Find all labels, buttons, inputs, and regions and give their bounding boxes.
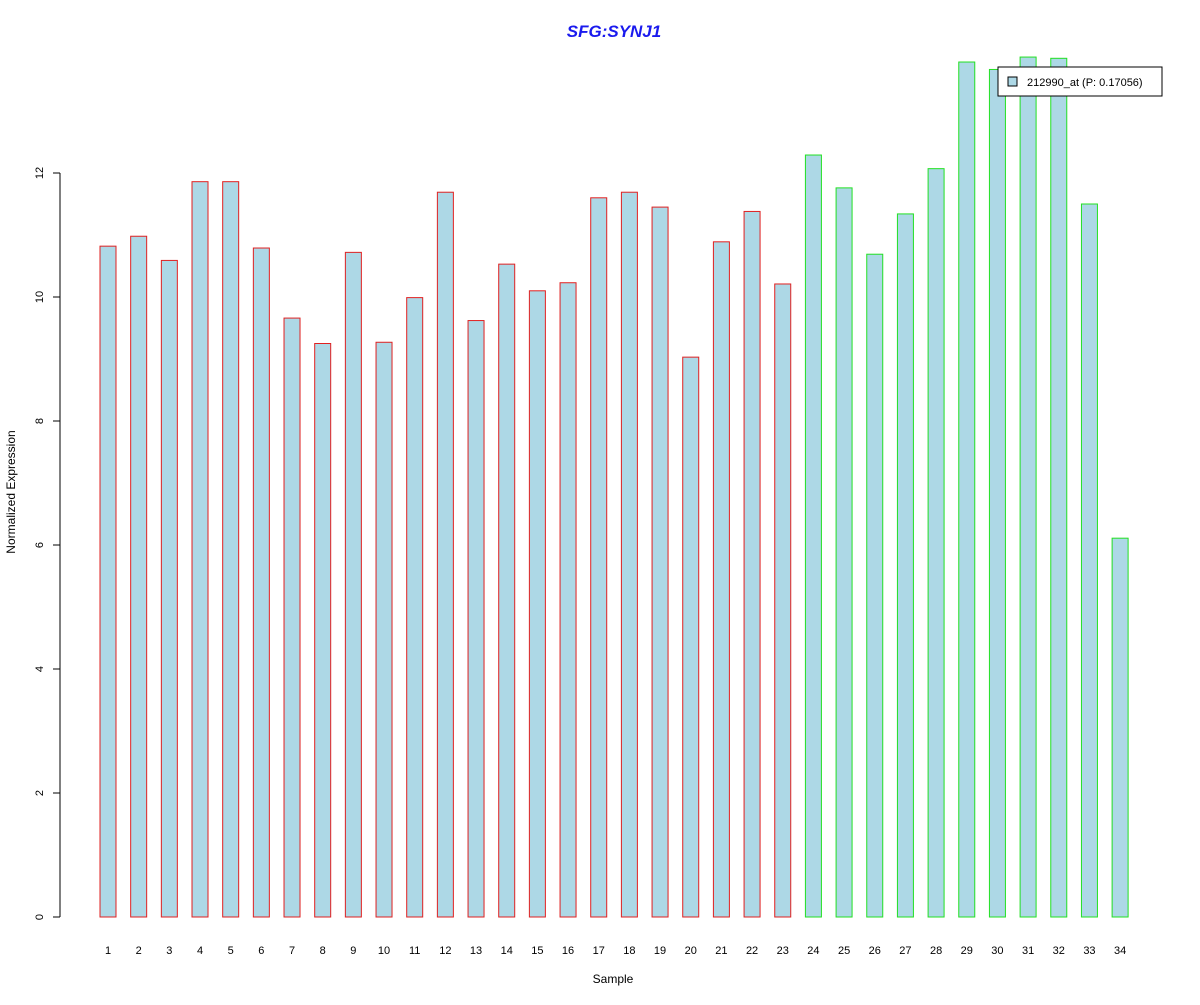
bar-sample-10 [375,341,393,918]
bar-sample-11 [406,297,424,918]
x-tick-label: 6 [258,945,264,957]
bar-sample-12 [436,191,454,918]
x-tick-label: 11 [409,945,420,957]
y-axis: 0 2 4 6 8 10 12 [34,167,61,920]
x-axis-label: Sample [593,972,634,986]
x-tick-labels: 1 2 3 4 5 6 7 8 9 10 11 12 13 14 15 16 17 18 19 20 21 22 23 24 2… [105,945,1126,957]
y-tick-label: 12 [34,167,46,179]
bar-sample-4 [191,181,209,918]
x-tick-label: 22 [746,945,758,957]
chart-title: SFG:SYNJ1 [567,22,661,41]
x-tick-label: 21 [715,945,727,957]
y-tick-label: 4 [34,666,46,672]
bar-sample-24 [804,154,822,918]
bar-sample-18 [620,191,638,918]
x-tick-label: 19 [654,945,666,957]
bar-sample-25 [835,187,853,918]
bar-sample-13 [467,320,485,918]
x-tick-label: 3 [166,945,172,957]
bar-sample-9 [344,251,362,918]
x-tick-label: 7 [289,945,295,957]
x-tick-label: 2 [136,945,142,957]
y-tick-label: 0 [34,914,46,920]
x-tick-label: 9 [350,945,356,957]
x-tick-label: 24 [807,945,819,957]
bar-sample-29 [958,61,976,918]
bar-sample-20 [682,356,700,918]
x-tick-label: 16 [562,945,574,957]
x-tick-label: 4 [197,945,203,957]
bar-sample-16 [559,282,577,918]
y-axis-label: Normalized Expression [4,430,18,553]
x-tick-label: 28 [930,945,942,957]
bar-sample-3 [160,259,178,918]
x-tick-label: 26 [869,945,881,957]
x-tick-label: 29 [961,945,973,957]
bar-sample-32 [1050,57,1068,918]
bars [99,56,1129,918]
x-tick-label: 15 [531,945,543,957]
bar-sample-17 [590,197,608,918]
x-tick-label: 25 [838,945,850,957]
y-tick-label: 8 [34,418,46,424]
x-tick-label: 23 [777,945,789,957]
bar-sample-15 [528,290,546,918]
bar-sample-22 [743,210,761,918]
bar-sample-6 [252,247,270,918]
bar-sample-33 [1080,203,1098,918]
x-tick-label: 31 [1022,945,1034,957]
x-tick-label: 30 [991,945,1003,957]
bar-sample-19 [651,206,669,918]
legend-label: 212990_at (P: 0.17056) [1027,77,1143,89]
bar-sample-23 [774,283,792,918]
x-tick-label: 8 [320,945,326,957]
x-tick-label: 33 [1083,945,1095,957]
bar-sample-21 [712,241,730,918]
x-tick-label: 27 [899,945,911,957]
x-tick-label: 10 [378,945,390,957]
y-tick-label: 10 [34,291,46,303]
x-tick-label: 12 [439,945,451,957]
x-tick-label: 18 [623,945,635,957]
bar-sample-8 [314,343,332,918]
bar-sample-34 [1111,537,1129,918]
bar-sample-28 [927,168,945,918]
bar-sample-30 [988,68,1006,918]
legend: 212990_at (P: 0.17056) [997,66,1163,97]
bar-sample-26 [866,253,884,918]
x-tick-label: 5 [228,945,234,957]
x-tick-label: 32 [1053,945,1065,957]
x-tick-label: 13 [470,945,482,957]
bar-sample-31 [1019,56,1037,918]
x-tick-label: 14 [501,945,513,957]
bar-sample-27 [896,213,914,918]
x-tick-label: 34 [1114,945,1126,957]
bar-sample-1 [99,245,117,918]
x-tick-label: 17 [593,945,605,957]
legend-swatch [1007,76,1018,87]
legend-box [997,66,1163,97]
x-tick-label: 1 [105,945,111,957]
bar-sample-7 [283,317,301,918]
bar-sample-2 [130,235,148,918]
bar-sample-14 [498,263,516,918]
x-tick-label: 20 [685,945,697,957]
y-tick-label: 2 [34,790,46,796]
bar-sample-5 [222,181,240,918]
y-tick-label: 6 [34,542,46,548]
